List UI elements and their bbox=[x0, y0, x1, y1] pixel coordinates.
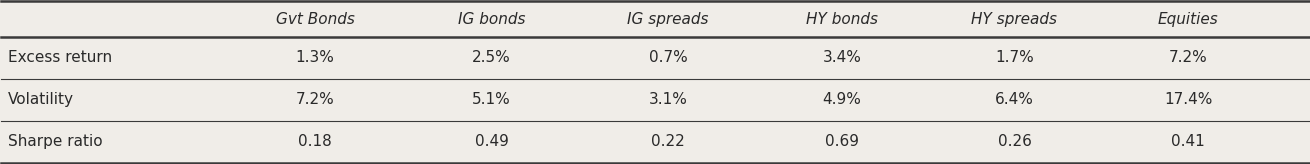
Text: 3.1%: 3.1% bbox=[648, 92, 688, 107]
Text: IG spreads: IG spreads bbox=[627, 12, 709, 27]
Text: 1.7%: 1.7% bbox=[996, 50, 1034, 65]
Text: HY bonds: HY bonds bbox=[806, 12, 878, 27]
Text: 0.41: 0.41 bbox=[1171, 134, 1205, 149]
Text: 5.1%: 5.1% bbox=[472, 92, 511, 107]
Text: HY spreads: HY spreads bbox=[972, 12, 1057, 27]
Text: Volatility: Volatility bbox=[8, 92, 73, 107]
Text: Excess return: Excess return bbox=[8, 50, 113, 65]
Text: 2.5%: 2.5% bbox=[472, 50, 511, 65]
Text: Equities: Equities bbox=[1158, 12, 1218, 27]
Text: 6.4%: 6.4% bbox=[996, 92, 1034, 107]
Text: 4.9%: 4.9% bbox=[823, 92, 862, 107]
Text: 7.2%: 7.2% bbox=[296, 92, 334, 107]
Text: 0.7%: 0.7% bbox=[648, 50, 688, 65]
Text: Gvt Bonds: Gvt Bonds bbox=[275, 12, 355, 27]
Text: 7.2%: 7.2% bbox=[1169, 50, 1208, 65]
Text: 0.22: 0.22 bbox=[651, 134, 685, 149]
Text: 0.26: 0.26 bbox=[997, 134, 1031, 149]
Text: 1.3%: 1.3% bbox=[296, 50, 334, 65]
Text: 0.69: 0.69 bbox=[825, 134, 859, 149]
Text: 17.4%: 17.4% bbox=[1165, 92, 1213, 107]
Text: IG bonds: IG bonds bbox=[458, 12, 525, 27]
Text: 0.49: 0.49 bbox=[474, 134, 508, 149]
Text: 0.18: 0.18 bbox=[299, 134, 331, 149]
Text: 3.4%: 3.4% bbox=[823, 50, 862, 65]
Text: Sharpe ratio: Sharpe ratio bbox=[8, 134, 102, 149]
